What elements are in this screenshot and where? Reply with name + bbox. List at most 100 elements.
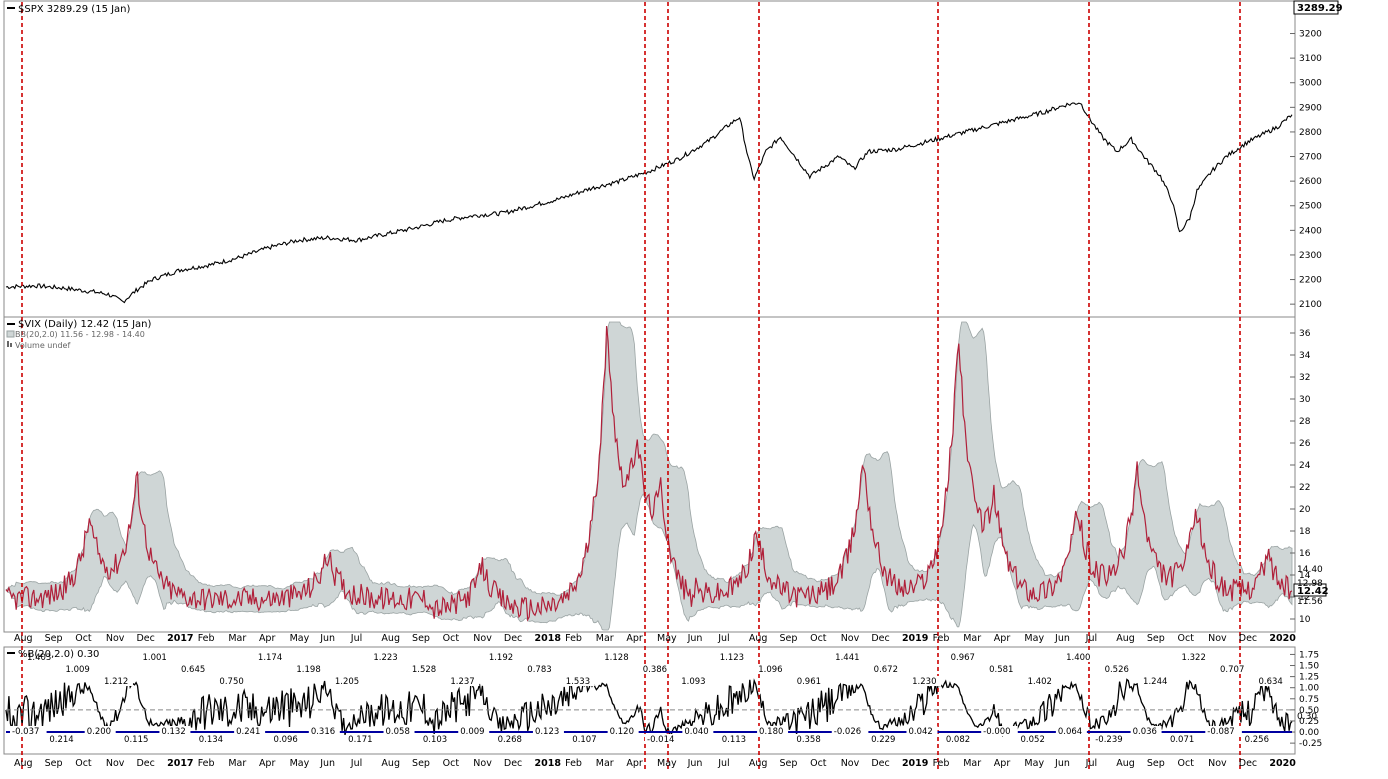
peak-label-box [1102, 664, 1134, 674]
x-axis-label: Oct [75, 633, 92, 644]
peak-label-box [602, 652, 634, 662]
trough-label: 0.214 [49, 735, 73, 745]
peak-label: 1.322 [1182, 653, 1206, 663]
peak-label-box [25, 652, 56, 662]
peak-label-box [1179, 652, 1211, 662]
trough-label: 0.134 [199, 735, 223, 745]
peak-label-box [910, 676, 942, 686]
x-axis-label: Dec [871, 633, 889, 644]
pctb-y-tick-label: 0.00 [1299, 728, 1319, 738]
trough-label-box [346, 734, 378, 744]
trough-label: 0.082 [946, 735, 970, 745]
x-axis-label: Sep [412, 633, 430, 644]
trough-label-box [1055, 726, 1087, 736]
x-axis-label: Oct [443, 633, 460, 644]
x-axis-label: Jul [1085, 758, 1097, 769]
trough-label: -0.087 [1207, 727, 1234, 737]
trough-label-box [1130, 726, 1162, 736]
x-axis-label: Aug [14, 633, 33, 644]
x-axis-label: Aug [749, 758, 768, 769]
x-axis-label: Jun [319, 758, 335, 769]
x-axis-label: Dec [871, 758, 889, 769]
trough-label-box [757, 726, 789, 736]
vix-last-box [1293, 583, 1327, 597]
vix-y-tick-label: 28 [1299, 417, 1311, 427]
x-axis-label: Sep [412, 758, 430, 769]
spx-title: $SPX 3289.29 (15 Jan) [7, 4, 131, 15]
peak-label-box [294, 664, 326, 674]
trough-label: 0.256 [1245, 735, 1269, 745]
trough-label: 0.052 [1021, 735, 1045, 745]
x-axis-label: Aug [14, 758, 33, 769]
trough-label: -0.000 [983, 727, 1010, 737]
peak-label-box [140, 652, 172, 662]
peak-label-box [1141, 676, 1173, 686]
trough-label-box [943, 734, 975, 744]
peak-label-box [1064, 652, 1096, 662]
peak-label: 0.967 [951, 653, 975, 663]
x-axis-label: Nov [1208, 758, 1227, 769]
x-axis-label: Oct [443, 758, 460, 769]
peak-label-box [1025, 676, 1057, 686]
spx-y-tick-label: 2800 [1299, 128, 1322, 138]
x-axis-label: Mar [228, 633, 246, 644]
trough-label-box [308, 726, 340, 736]
peak-label: 1.441 [835, 653, 859, 663]
x-axis-label: Feb [565, 758, 582, 769]
vix-y-tick-label: 10 [1299, 615, 1311, 625]
x-axis-label: Jun [1054, 758, 1070, 769]
pctb-y-tick-label: 0.25 [1299, 717, 1319, 727]
vix-y-tick-label: 36 [1299, 329, 1311, 339]
peak-label-box [679, 676, 711, 686]
peak-label: 0.634 [1259, 677, 1283, 687]
trough-label-box [532, 726, 564, 736]
trough-label-box [10, 726, 47, 736]
x-axis-label: Aug [381, 758, 400, 769]
peak-label: 1.205 [335, 677, 359, 687]
peak-label-box [178, 664, 210, 674]
x-axis-label: 2020 [1269, 633, 1296, 644]
x-axis-label: 2020 [1269, 758, 1296, 769]
peak-label-box [448, 676, 480, 686]
trough-label-box [84, 726, 116, 736]
spx-y-tick-label: 3100 [1299, 54, 1322, 64]
peak-label: 1.402 [1028, 677, 1052, 687]
trough-label: 0.042 [908, 727, 932, 737]
trough-label: 0.103 [423, 735, 447, 745]
x-axis-label: Nov [106, 758, 125, 769]
vix-panel [3, 316, 1296, 633]
x-axis-label: Sep [45, 633, 63, 644]
peak-label-box [1218, 664, 1250, 674]
trough-label-box [1242, 734, 1274, 744]
trough-label: 0.241 [236, 727, 260, 737]
trough-label-box [234, 726, 266, 736]
x-axis-label: 2019 [902, 758, 928, 769]
trough-label: 0.009 [460, 727, 484, 737]
peak-label-box [871, 664, 903, 674]
peak-label: 1.009 [65, 665, 89, 675]
bb-legend-text: BB(20,2.0) 11.56 - 12.98 - 14.40 [15, 330, 145, 339]
vix-y-tick-label: 16 [1299, 549, 1311, 559]
peak-label-box [63, 664, 95, 674]
peak-label: 1.237 [450, 677, 474, 687]
peak-label: 1.198 [296, 665, 320, 675]
x-axis-label: Jul [717, 758, 729, 769]
pctb-y-tick-label: 0.50 [1299, 706, 1319, 716]
x-axis-label: Oct [810, 633, 827, 644]
x-axis-label: Nov [841, 758, 860, 769]
peak-label-box [525, 664, 557, 674]
peak-label: 0.581 [989, 665, 1013, 675]
peak-label: 1.223 [373, 653, 397, 663]
peak-label: 1.001 [142, 653, 166, 663]
vix-last-value: 12.42 [1297, 586, 1329, 597]
x-axis-label: Apr [259, 758, 276, 769]
peak-label: 1.212 [104, 677, 128, 687]
vix-y-tick-label: 26 [1299, 439, 1311, 449]
x-axis-label: Feb [198, 633, 215, 644]
trough-label-box [495, 734, 527, 744]
trough-label: 0.040 [684, 727, 708, 737]
trough-label: 0.123 [535, 727, 559, 737]
spx-y-tick-label: 2700 [1299, 153, 1322, 163]
peak-label: 1.533 [566, 677, 590, 687]
